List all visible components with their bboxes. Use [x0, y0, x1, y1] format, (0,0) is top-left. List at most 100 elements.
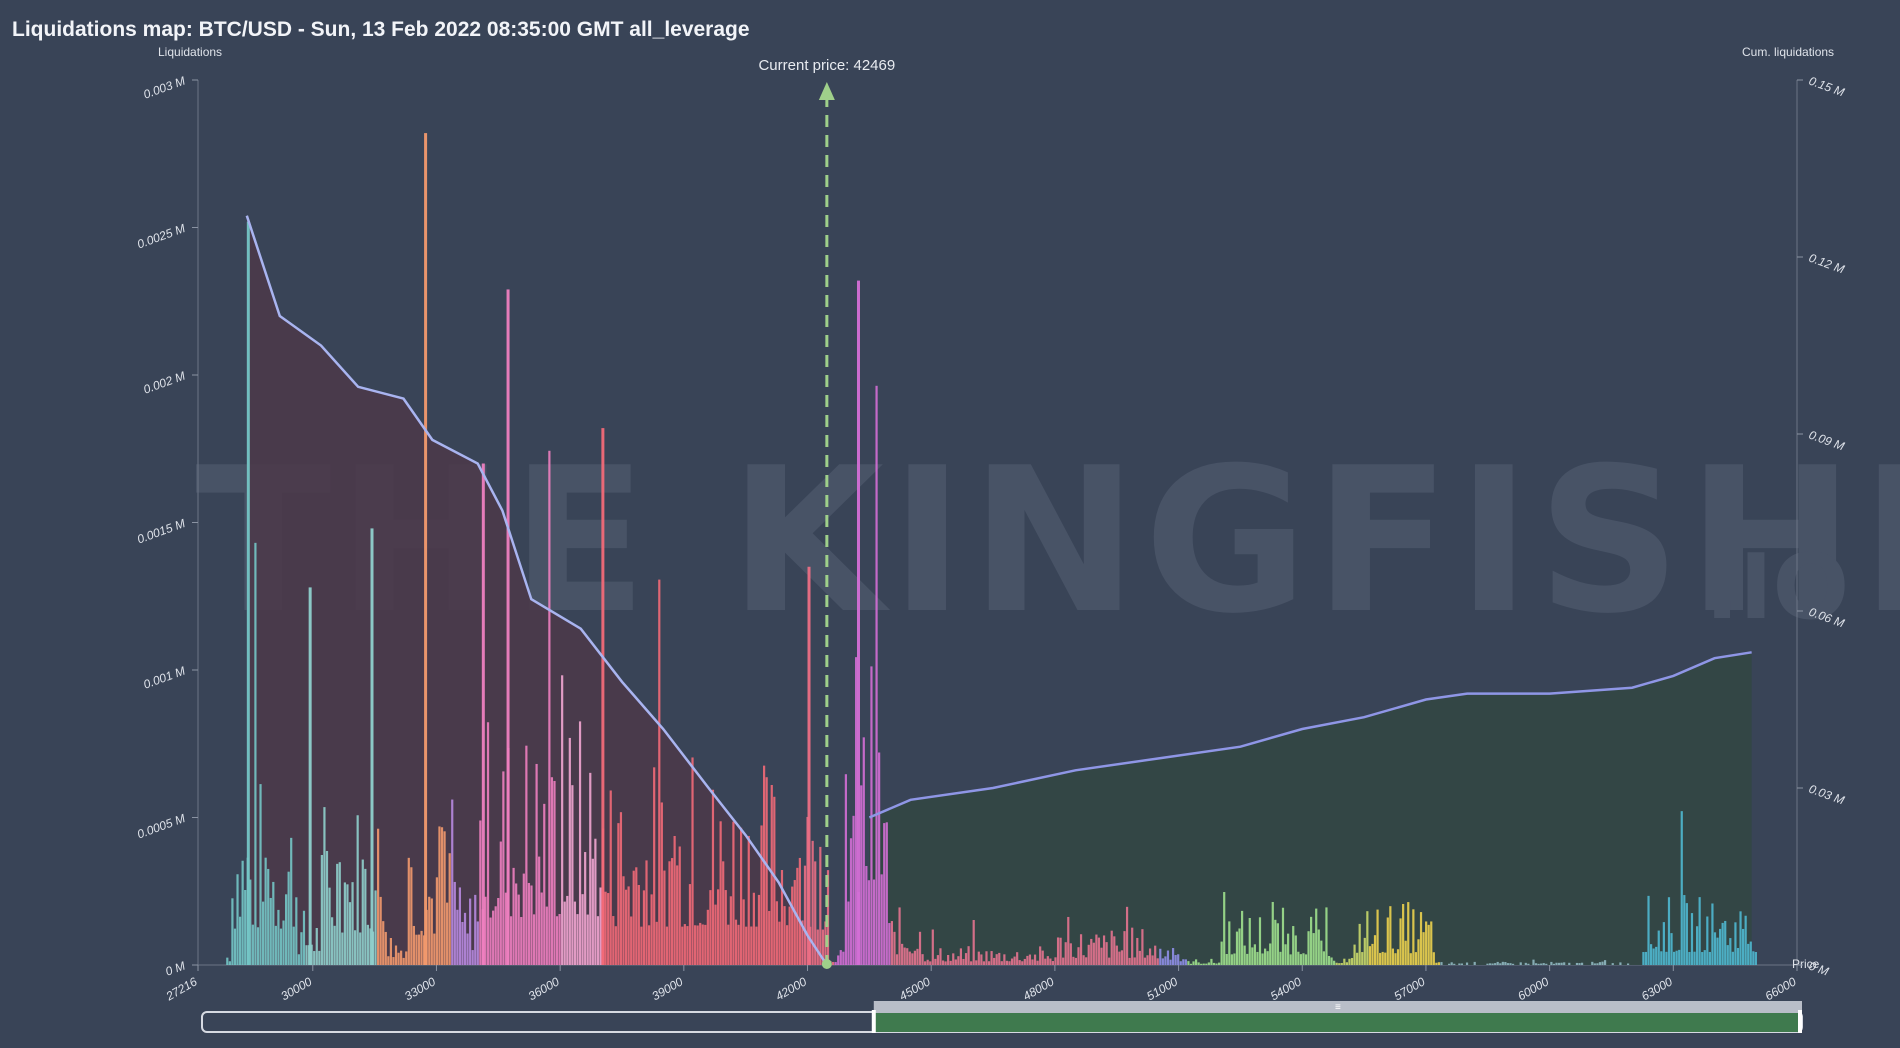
liquidation-bar	[1021, 961, 1024, 965]
liquidation-bar	[1381, 951, 1384, 965]
liquidation-bar	[446, 902, 449, 965]
liquidation-bar	[1269, 943, 1272, 965]
range-selector-left-handle[interactable]	[871, 1010, 876, 1033]
liquidation-bar	[259, 784, 262, 965]
liquidation-bar	[665, 926, 669, 965]
liquidation-bar	[328, 887, 331, 965]
liquidation-bar	[699, 922, 702, 965]
liquidation-bar	[499, 841, 502, 965]
liquidation-bar	[1090, 938, 1093, 965]
liquidation-bar	[624, 889, 628, 965]
liquidation-bar	[591, 858, 594, 965]
liquidation-bar	[911, 953, 914, 965]
liquidation-bar	[711, 789, 715, 965]
liquidation-bar	[1432, 952, 1435, 965]
liquidation-bar	[453, 881, 456, 965]
liquidation-bar	[394, 945, 398, 965]
liquidation-bar	[497, 897, 500, 965]
liquidation-bar	[502, 771, 505, 965]
liquidation-bar	[1108, 957, 1111, 965]
liquidation-bar	[860, 785, 863, 965]
liquidation-bar	[1327, 956, 1331, 965]
liquidation-bar	[366, 924, 369, 965]
liquidation-bar	[1363, 937, 1366, 965]
liquidation-bar	[589, 772, 592, 965]
liquidation-bar	[885, 822, 888, 965]
liquidation-bar	[405, 951, 408, 965]
liquidation-bar	[811, 840, 814, 965]
liquidation-bar	[1297, 951, 1300, 965]
liquidation-bar	[1371, 943, 1374, 965]
liquidation-bar	[1016, 952, 1019, 965]
liquidation-bar	[407, 857, 410, 965]
liquidation-bar	[1726, 945, 1729, 965]
range-selector[interactable]: ≡	[201, 1001, 1803, 1033]
scrollbar-grip-icon[interactable]: ≡	[1335, 1002, 1341, 1013]
liquidation-bar	[893, 931, 896, 965]
liquidation-bar	[1105, 942, 1108, 965]
liquidation-bar	[865, 866, 868, 965]
range-selector-right-handle[interactable]	[1798, 1010, 1802, 1033]
liquidation-bar	[878, 752, 881, 965]
liquidation-bar	[435, 877, 439, 965]
left-axis-title: Liquidations	[158, 45, 222, 59]
liquidation-bar	[1366, 911, 1369, 965]
liquidation-bar	[481, 463, 485, 965]
liquidation-bar	[1721, 922, 1724, 965]
liquidation-bar	[1003, 954, 1006, 965]
x-axis-title: Price	[1792, 957, 1820, 971]
liquidation-bar	[783, 906, 786, 965]
liquidation-bar	[1302, 953, 1305, 965]
liquidation-bar	[1338, 963, 1341, 965]
liquidation-bar	[233, 928, 237, 965]
liquidation-bar	[614, 926, 617, 965]
liquidation-bar	[1747, 943, 1750, 965]
liquidation-bar	[1578, 963, 1581, 965]
liquidation-bar	[678, 846, 681, 965]
liquidation-bar	[1072, 956, 1075, 965]
liquidation-bar	[1552, 963, 1556, 965]
range-selector-scrollbar[interactable]	[873, 1001, 1802, 1013]
liquidation-bar	[970, 961, 973, 965]
liquidation-bar	[1655, 946, 1658, 965]
left-tick-label: 0.001 M	[141, 664, 187, 692]
liquidation-bar	[1049, 958, 1052, 965]
liquidation-bar	[944, 961, 947, 965]
range-selector-selection[interactable]	[873, 1013, 1802, 1032]
liquidation-bar	[1184, 959, 1187, 965]
liquidation-bar	[581, 894, 584, 965]
liquidation-bar	[553, 780, 556, 965]
liquidation-bar	[246, 221, 250, 966]
liquidation-bar	[1667, 897, 1671, 965]
liquidation-bar	[1695, 926, 1699, 965]
liquidation-bar	[443, 831, 446, 965]
liquidation-bar	[1540, 963, 1543, 965]
liquidation-bar	[448, 853, 451, 965]
liquidation-bar	[1688, 951, 1691, 965]
liquidation-bar	[704, 924, 707, 965]
liquidation-bar	[1056, 937, 1060, 965]
liquidation-bar	[1672, 951, 1676, 965]
cumulative-areas	[246, 215, 1752, 965]
liquidation-bar	[1171, 948, 1175, 965]
left-tick-label: 0.003 M	[141, 74, 187, 102]
liquidation-bar	[747, 835, 750, 965]
liquidation-bar	[302, 910, 306, 965]
liquidation-bar	[1039, 946, 1042, 965]
liquidation-bar	[1062, 957, 1065, 965]
liquidation-bar	[1708, 951, 1711, 965]
liquidation-bar	[1698, 897, 1701, 965]
liquidation-bar	[1701, 952, 1704, 965]
liquidation-bar	[1253, 944, 1256, 965]
liquidation-bar	[862, 737, 865, 965]
liquidation-bar	[1391, 948, 1395, 965]
liquidation-bar	[660, 802, 663, 965]
x-tick-label: 60000	[1515, 974, 1551, 1003]
liquidation-bar	[1287, 933, 1290, 965]
liquidation-bar	[1742, 928, 1745, 965]
liquidation-bar	[742, 899, 745, 965]
liquidation-bar	[1649, 944, 1653, 965]
x-tick-label: 57000	[1392, 974, 1428, 1003]
liquidation-bar	[1713, 932, 1717, 965]
liquidation-bar	[673, 835, 676, 965]
